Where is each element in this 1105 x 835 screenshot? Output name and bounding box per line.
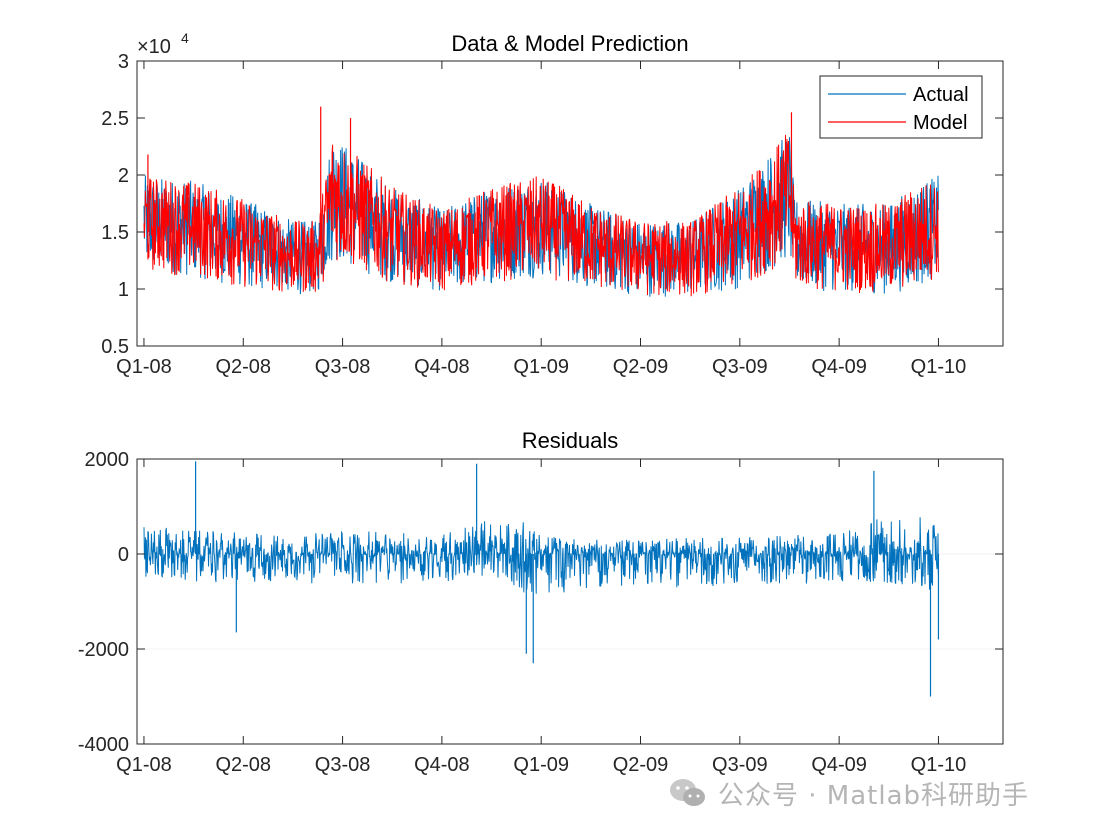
x-tick-label: Q3-09 — [712, 754, 768, 776]
top-exponent-power: 4 — [181, 30, 189, 46]
x-tick-label: Q3-08 — [315, 754, 371, 776]
x-tick-label: Q1-09 — [513, 754, 569, 776]
bottom-axes: Residuals -4000 -2000 0 2000 Q1-08 Q2-08 Q3-08… — [78, 428, 1004, 776]
top-exponent-base: ×10 — [137, 36, 171, 58]
x-tick-label: Q2-08 — [215, 356, 271, 378]
watermark-text: 公众号 · Matlab科研助手 — [718, 780, 1030, 811]
y-tick-label: -2000 — [78, 639, 129, 661]
y-tick-label: 1.5 — [101, 222, 129, 244]
y-tick-label: 0.5 — [101, 336, 129, 358]
y-tick-label: -4000 — [78, 734, 129, 756]
x-tick-label: Q4-08 — [414, 356, 470, 378]
legend-box — [819, 75, 983, 139]
axes-frame-overlay — [136, 458, 1004, 745]
x-tick-label: Q1-10 — [911, 356, 967, 378]
x-tick-label: Q1-08 — [116, 356, 172, 378]
x-tick-label: Q2-09 — [613, 356, 669, 378]
top-axes: Data & Model Prediction ×10 4 0.5 1 1.5 2 2.… — [101, 30, 1004, 378]
x-tick-label: Q2-09 — [613, 754, 669, 776]
top-axes-title: Data & Model Prediction — [451, 31, 688, 56]
y-tick-label: 2.5 — [101, 108, 129, 130]
legend-label-actual: Actual — [913, 84, 969, 106]
x-tick-label: Q4-09 — [811, 754, 867, 776]
y-tick-label: 3 — [118, 51, 129, 73]
x-tick-label: Q1-10 — [911, 754, 967, 776]
y-tick-label: 0 — [118, 544, 129, 566]
x-tick-label: Q3-08 — [315, 356, 371, 378]
x-tick-label: Q4-09 — [811, 356, 867, 378]
wechat-icon — [670, 779, 705, 806]
y-tick-label: 1 — [118, 279, 129, 301]
x-tick-label: Q1-08 — [116, 754, 172, 776]
bottom-axes-title: Residuals — [522, 428, 619, 453]
x-tick-label: Q1-09 — [513, 356, 569, 378]
x-tick-label: Q2-08 — [215, 754, 271, 776]
y-tick-label: 2 — [118, 165, 129, 187]
y-tick-label: 2000 — [85, 449, 130, 471]
x-tick-label: Q4-08 — [414, 754, 470, 776]
top-exponent-label: ×10 4 — [137, 30, 189, 58]
legend-label-model: Model — [913, 112, 967, 134]
series-line-residuals — [143, 517, 939, 594]
legend: Actual Model — [819, 75, 983, 139]
bottom-axes-frame — [136, 458, 1004, 745]
axes-frame-overlay — [136, 60, 1004, 347]
watermark: 公众号 · Matlab科研助手 — [668, 770, 1029, 816]
x-tick-label: Q3-09 — [712, 356, 768, 378]
series-line-model — [143, 134, 939, 297]
